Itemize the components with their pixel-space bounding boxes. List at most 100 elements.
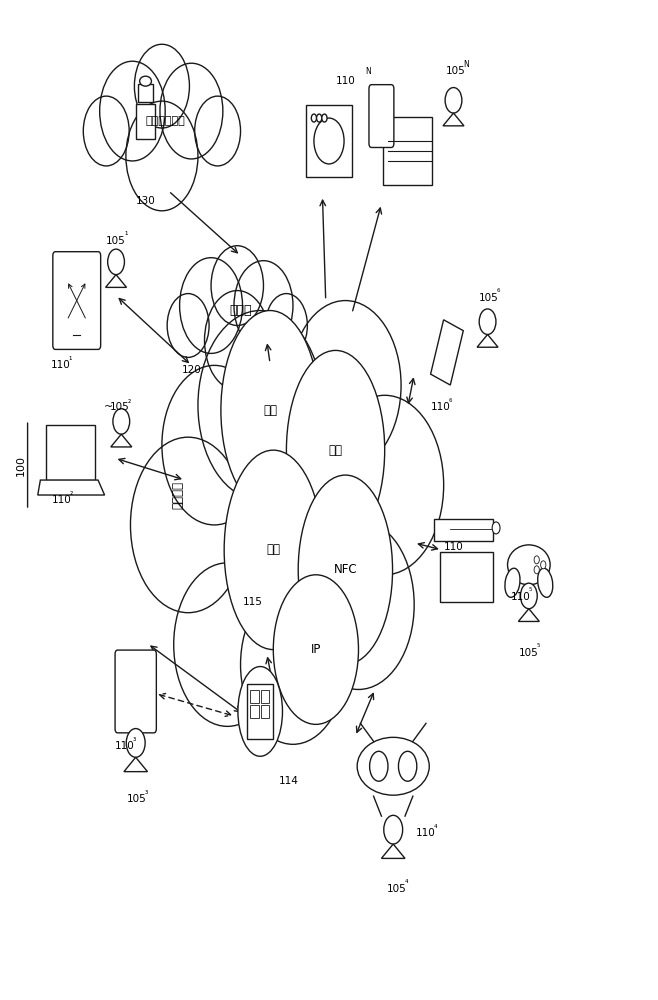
Text: N: N — [463, 60, 469, 69]
Bar — [136, 104, 155, 139]
Text: IP: IP — [311, 643, 321, 656]
Text: 105: 105 — [126, 794, 146, 804]
Bar — [261, 705, 269, 718]
Circle shape — [130, 437, 246, 613]
Text: 通信网络: 通信网络 — [172, 481, 185, 509]
Text: 110: 110 — [51, 360, 70, 370]
Bar — [251, 705, 259, 718]
Polygon shape — [124, 757, 147, 772]
Circle shape — [180, 258, 243, 353]
Text: N: N — [365, 67, 371, 76]
Circle shape — [241, 585, 345, 744]
Ellipse shape — [357, 737, 429, 795]
FancyBboxPatch shape — [115, 650, 157, 733]
Text: NFC: NFC — [334, 563, 357, 576]
Circle shape — [160, 63, 223, 159]
Text: ₆: ₆ — [448, 395, 451, 404]
Circle shape — [134, 44, 190, 128]
Ellipse shape — [370, 751, 388, 781]
Ellipse shape — [538, 568, 553, 597]
Circle shape — [303, 520, 414, 689]
Text: ₆: ₆ — [496, 285, 499, 294]
Bar — [261, 690, 269, 703]
Text: ₃: ₃ — [132, 734, 136, 743]
Text: ₂: ₂ — [70, 488, 73, 497]
Text: 110: 110 — [511, 592, 531, 602]
Ellipse shape — [139, 76, 151, 86]
Circle shape — [316, 114, 322, 122]
Text: ₂: ₂ — [127, 396, 130, 405]
Ellipse shape — [221, 311, 319, 510]
Text: ₄: ₄ — [434, 821, 438, 830]
Circle shape — [126, 729, 145, 757]
Ellipse shape — [505, 568, 520, 597]
Text: 110: 110 — [336, 76, 355, 86]
Circle shape — [314, 118, 344, 164]
Circle shape — [99, 61, 165, 161]
Text: ₃: ₃ — [144, 787, 147, 796]
Text: 105: 105 — [478, 293, 498, 303]
Polygon shape — [111, 434, 132, 447]
Text: ₁: ₁ — [124, 228, 127, 237]
Circle shape — [479, 309, 496, 334]
Circle shape — [198, 311, 322, 500]
Circle shape — [534, 556, 540, 564]
Text: ₄: ₄ — [405, 876, 408, 885]
Text: 120: 120 — [182, 365, 201, 375]
Text: 105: 105 — [445, 66, 465, 76]
Text: 固件更新服务: 固件更新服务 — [145, 116, 185, 126]
Ellipse shape — [298, 475, 393, 665]
Polygon shape — [519, 609, 540, 621]
Bar — [306, 105, 352, 177]
Text: 115: 115 — [243, 597, 263, 607]
Text: ₁: ₁ — [68, 353, 72, 362]
Bar — [434, 519, 493, 541]
Text: 114: 114 — [278, 776, 299, 786]
Polygon shape — [430, 320, 463, 385]
Text: 蜂窝: 蜂窝 — [266, 543, 280, 556]
Circle shape — [445, 88, 462, 113]
FancyBboxPatch shape — [53, 252, 101, 349]
Circle shape — [311, 114, 316, 122]
Ellipse shape — [286, 350, 385, 550]
Text: 105: 105 — [387, 884, 407, 894]
Circle shape — [108, 249, 124, 275]
Ellipse shape — [507, 545, 550, 585]
Circle shape — [492, 522, 500, 534]
Bar — [440, 552, 493, 602]
Text: 110: 110 — [430, 402, 450, 412]
Circle shape — [195, 96, 241, 166]
Polygon shape — [105, 275, 126, 287]
Circle shape — [326, 395, 443, 575]
Ellipse shape — [224, 450, 322, 650]
Text: 110: 110 — [443, 542, 463, 552]
Bar — [383, 117, 432, 185]
Text: 蓝牙: 蓝牙 — [328, 444, 343, 457]
Text: ~: ~ — [103, 402, 113, 412]
Circle shape — [162, 365, 266, 525]
Text: 130: 130 — [136, 196, 155, 206]
Circle shape — [534, 566, 540, 574]
Polygon shape — [382, 844, 405, 858]
Circle shape — [167, 294, 209, 357]
Circle shape — [126, 101, 198, 211]
Circle shape — [84, 96, 129, 166]
Circle shape — [205, 291, 270, 390]
Circle shape — [322, 114, 327, 122]
Circle shape — [113, 409, 130, 434]
Bar — [45, 425, 95, 480]
Text: 卫星: 卫星 — [263, 404, 277, 417]
FancyBboxPatch shape — [369, 85, 394, 147]
Circle shape — [290, 301, 401, 470]
Circle shape — [234, 261, 293, 350]
Text: 105: 105 — [106, 236, 126, 246]
Text: 105: 105 — [109, 402, 129, 412]
Text: ₅: ₅ — [529, 584, 532, 593]
Text: ₅: ₅ — [537, 640, 540, 649]
Polygon shape — [38, 480, 105, 495]
Text: 100: 100 — [16, 455, 26, 476]
Text: 110: 110 — [52, 495, 72, 505]
Ellipse shape — [238, 667, 282, 756]
Ellipse shape — [273, 575, 359, 724]
Bar — [251, 690, 259, 703]
